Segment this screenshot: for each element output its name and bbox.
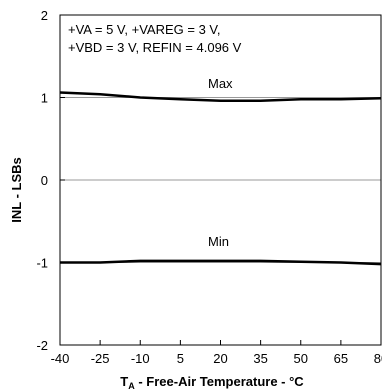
x-tick-label: 5 xyxy=(177,351,184,366)
series-line-max xyxy=(59,91,382,103)
x-tick-label: 50 xyxy=(294,351,308,366)
y-tick-label: 1 xyxy=(41,91,48,106)
x-tick-label: 35 xyxy=(253,351,267,366)
y-tick-label: 2 xyxy=(41,8,48,23)
conditions-line-1: +VA = 5 V, +VAREG = 3 V, xyxy=(68,22,221,37)
series-group xyxy=(59,91,382,266)
x-axis-title: TA - Free-Air Temperature - °C xyxy=(120,374,304,390)
series-label-min: Min xyxy=(208,234,229,249)
x-axis-title-rest: - Free-Air Temperature - °C xyxy=(135,374,305,389)
series-label-max: Max xyxy=(208,76,233,91)
x-tick-label: 65 xyxy=(334,351,348,366)
axis-ticks xyxy=(59,14,382,346)
x-tick-label: -25 xyxy=(91,351,110,366)
y-tick-label: -2 xyxy=(36,338,48,353)
series-line-min xyxy=(60,259,382,266)
x-tick-label: 20 xyxy=(213,351,227,366)
x-tick-label: 80 xyxy=(374,351,382,366)
x-axis-title-main: T xyxy=(120,374,128,389)
conditions-line-2: +VBD = 3 V, REFIN = 4.096 V xyxy=(68,40,242,55)
y-tick-label: -1 xyxy=(36,256,48,271)
x-tick-label: -40 xyxy=(51,351,70,366)
y-axis-title: INL - LSBs xyxy=(9,157,24,223)
x-tick-label: -10 xyxy=(131,351,150,366)
x-axis-title-subscript: A xyxy=(128,381,135,390)
y-tick-label: 0 xyxy=(41,173,48,188)
tick-labels: 2 1 0 -1 -2-40 -25 -10 5 20 35 50 65 80 xyxy=(36,8,382,366)
